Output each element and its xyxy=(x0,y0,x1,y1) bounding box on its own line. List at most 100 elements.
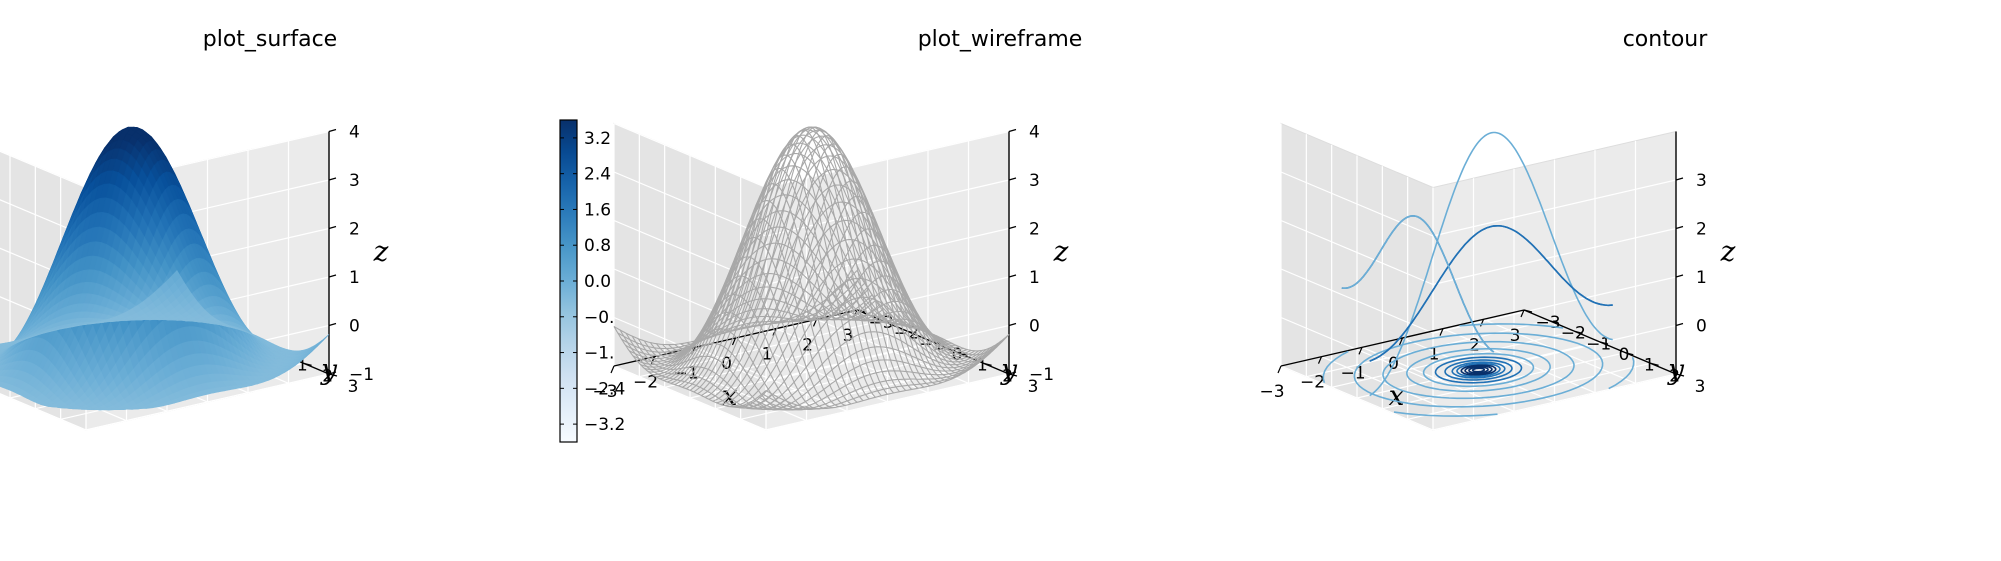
z-tick xyxy=(328,274,337,278)
wire-line xyxy=(693,129,937,393)
x-tick xyxy=(1398,337,1404,346)
z-tick-label: 0 xyxy=(349,317,360,337)
z-tick xyxy=(1675,322,1684,327)
wire-line xyxy=(758,340,1002,411)
wire-line xyxy=(753,135,907,391)
z-tick xyxy=(328,371,337,375)
wire-line xyxy=(742,331,987,410)
x-tick-label: −3 xyxy=(592,382,617,402)
y-tick-label: 1 xyxy=(977,356,988,376)
colorbar-tick-label: 3.2 xyxy=(584,129,611,149)
contour-ring xyxy=(1464,365,1493,375)
contour-ring xyxy=(1608,356,1635,390)
wire-line xyxy=(720,219,964,405)
wire-line xyxy=(759,143,913,390)
z-tick xyxy=(1675,274,1684,278)
grid-line xyxy=(765,276,1010,334)
slice-curve xyxy=(1341,215,1495,353)
wire-line xyxy=(838,288,992,363)
x-tick xyxy=(1439,328,1444,336)
contour-ring xyxy=(1472,367,1485,373)
z-tick xyxy=(1008,322,1017,327)
x-tick xyxy=(731,337,737,346)
grid-line xyxy=(1432,227,1677,286)
wire-line xyxy=(750,345,995,411)
z-tick-label: 2 xyxy=(349,220,360,240)
colorbar-tick-label: 2.4 xyxy=(584,165,611,185)
z-tick xyxy=(328,225,337,230)
contour-ring xyxy=(1382,340,1575,400)
z-tick-label: 4 xyxy=(1029,123,1040,143)
x-tick xyxy=(1277,365,1282,374)
z-tick xyxy=(328,177,337,181)
wire-line xyxy=(856,270,1010,352)
wire-line xyxy=(801,244,955,379)
contour-ring xyxy=(1422,352,1535,388)
z-tick-label: 0 xyxy=(1029,317,1040,337)
surface-patch xyxy=(171,270,181,283)
colorbar: 3.22.41.60.80.0−0.8−1.6−2.4−3.2 xyxy=(559,119,625,443)
y-tick xyxy=(1675,373,1685,377)
grid-line xyxy=(85,373,330,431)
wire-line xyxy=(844,282,998,360)
x-tick xyxy=(1358,347,1363,355)
grid-line xyxy=(613,122,767,189)
grid-line xyxy=(1432,179,1677,237)
x-tick-label: 2 xyxy=(1469,335,1480,355)
grid-line xyxy=(0,150,87,189)
y-tick-label: 0 xyxy=(952,345,963,365)
y-tick xyxy=(1625,352,1634,356)
z-tick xyxy=(1008,274,1017,278)
contour-lines xyxy=(1322,323,1635,417)
y-axis-label: y xyxy=(319,353,338,386)
z-tick-label: −1 xyxy=(349,365,374,385)
x-tick-label: −2 xyxy=(633,373,658,393)
y-tick xyxy=(856,309,866,313)
y-axis-label: y xyxy=(999,353,1018,386)
colorbar-tick-label: 0.0 xyxy=(584,272,611,292)
x-tick-label: 1 xyxy=(762,345,773,365)
contour-ring xyxy=(1460,364,1497,376)
contour-ring xyxy=(1393,411,1498,417)
z-tick-label: 1 xyxy=(349,268,360,288)
slice-curve xyxy=(1369,225,1613,362)
contour-ring xyxy=(1459,323,1564,329)
z-tick xyxy=(1008,225,1017,230)
grid-line xyxy=(613,365,767,431)
wireframe-mesh xyxy=(613,126,1010,411)
y-tick-label: 3 xyxy=(1028,377,1039,397)
wire-line xyxy=(701,144,945,396)
colorbar-tick-label: 0.8 xyxy=(584,236,611,256)
y-tick-label: 2 xyxy=(1002,366,1013,386)
x-tick-label: −2 xyxy=(1300,373,1325,393)
z-tick-label: 3 xyxy=(349,171,360,191)
contour-ring xyxy=(1468,366,1489,374)
z-tick xyxy=(1008,128,1017,133)
grid-line xyxy=(613,219,767,286)
y-tick xyxy=(1523,309,1533,313)
y-tick-label: −2 xyxy=(1561,324,1586,344)
z-axis-label: z xyxy=(373,235,389,268)
x-tick-label: −1 xyxy=(1340,363,1365,383)
y-tick-label: −3 xyxy=(1535,313,1560,333)
y-tick xyxy=(1008,373,1018,377)
z-tick xyxy=(1675,177,1684,181)
x-tick-label: −3 xyxy=(1259,382,1284,402)
z-tick-label: 2 xyxy=(1029,220,1040,240)
wire-line xyxy=(746,346,991,411)
y-tick xyxy=(1599,341,1609,345)
z-axis-label: z xyxy=(1053,235,1069,268)
z-tick-label: 1 xyxy=(1696,268,1707,288)
y-tick-label: 1 xyxy=(297,356,308,376)
wire-line xyxy=(765,334,1010,410)
wire-line xyxy=(814,275,967,374)
surface-axes: plot_surface−3−2−10123−3−2−10123−101234x… xyxy=(0,27,625,443)
y-tick-label: 2 xyxy=(1669,366,1680,386)
wireframe-axes: plot_wireframe−3 −2 −1 0 1 2 3−3−2−10123−10123… xyxy=(592,27,1082,431)
contour-ring xyxy=(1434,356,1523,384)
wire-line xyxy=(783,195,937,385)
contour-ring xyxy=(1322,350,1349,384)
grid-line xyxy=(765,130,1010,189)
colorbar-tick-label: −2.4 xyxy=(584,379,625,399)
